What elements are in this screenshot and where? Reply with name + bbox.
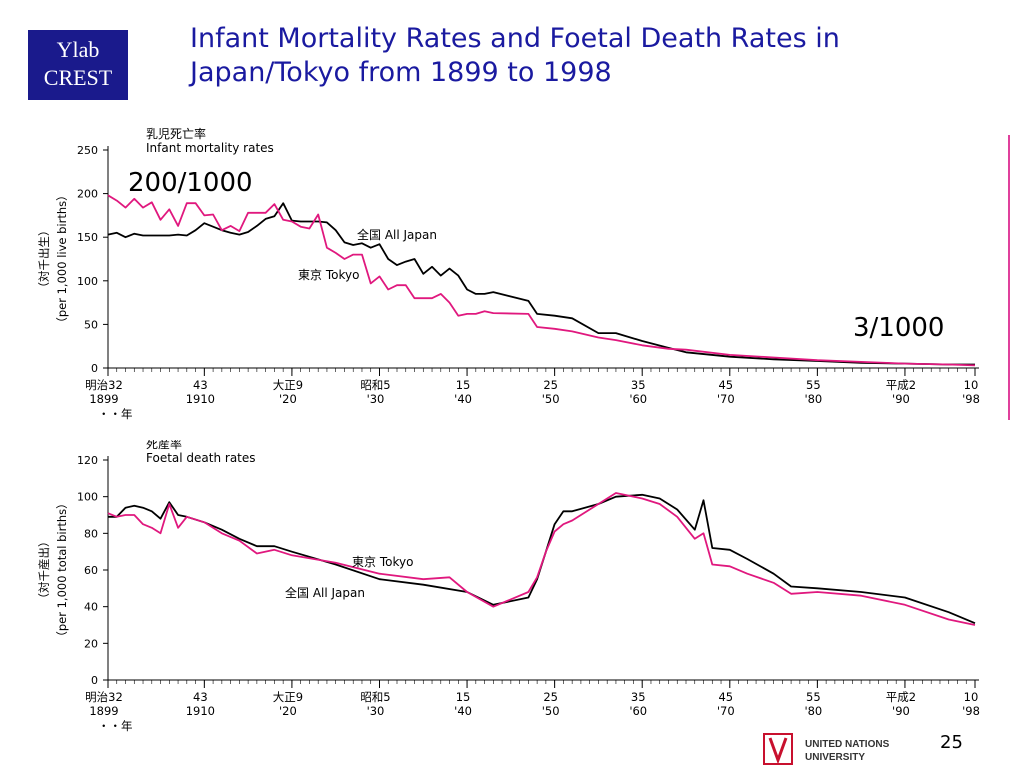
chart-2-y-tick-label: 20	[84, 637, 98, 650]
chart-1-series-label-all-japan: 全国 All Japan	[357, 227, 437, 242]
chart-2-x-tick-label-bottom: '70	[717, 704, 735, 718]
chart-2-x-tick-label-top: 15	[456, 690, 471, 704]
chart-2-y-tick-label: 0	[91, 674, 98, 687]
chart-1-x-tick-label-top: 55	[806, 378, 821, 392]
chart-1-year-marker: ・・年	[98, 407, 133, 421]
chart-1-x-tick-label-top: 43	[193, 378, 208, 392]
chart-1-x-tick-label-top: 10	[964, 378, 979, 392]
chart-2-series-line-tokyo	[107, 492, 976, 626]
chart-2-x-tick-label-top: 45	[718, 690, 733, 704]
chart-2-title: Foetal death rates	[146, 451, 256, 465]
slide-number: 25	[940, 732, 963, 753]
unu-emblem-icon	[763, 733, 793, 765]
chart-2-x-tick-label-top: 大正9	[273, 690, 303, 704]
chart-1-series-line-all-japan	[107, 202, 975, 366]
chart-1-x-tick-label-top: 35	[631, 378, 646, 392]
chart-1-x-tick-label-bottom: '20	[279, 392, 297, 406]
chart-1-title-jp: 乳児死亡率	[146, 126, 206, 141]
chart-2-title-jp: 死産率	[146, 440, 182, 451]
chart-1-x-tick-label-bottom: '60	[629, 392, 647, 406]
chart-2-x-tick-label-top: 明治32	[85, 690, 123, 704]
chart-2-x-tick-label-top: 昭和5	[360, 690, 390, 704]
unu-logo	[760, 728, 910, 768]
chart-1-x-tick-label-bottom: '30	[367, 392, 385, 406]
chart-1-x-tick-label-bottom: '40	[454, 392, 472, 406]
chart-1-x-tick-label-bottom: '70	[717, 392, 735, 406]
unu-name-line-1: UNITED NATIONS	[805, 739, 890, 750]
chart-1-x-tick-label-top: 平成2	[886, 378, 916, 392]
chart-2-x-tick-label-bottom: '40	[454, 704, 472, 718]
chart-2-series-label-tokyo: 東京 Tokyo	[352, 555, 413, 569]
chart-1-x-tick-label-bottom: '80	[804, 392, 822, 406]
unu-name: UNITED NATIONS UNIVERSITY	[805, 738, 889, 764]
chart-2-x-tick-label-bottom: '50	[542, 704, 560, 718]
chart-1-y-label: （per 1,000 live births）	[55, 189, 69, 328]
chart-2-x-tick-label-bottom: 1899	[89, 704, 118, 718]
chart-2-x-tick-label-top: 35	[631, 690, 646, 704]
chart-1-y-tick-label: 50	[84, 318, 98, 331]
chart-1-y-tick-label: 200	[77, 188, 98, 201]
chart-2-y-tick-label: 60	[84, 564, 98, 577]
chart-1-x-tick-label-bottom: '98	[962, 392, 980, 406]
chart-1-series-line-tokyo	[107, 194, 976, 367]
chart-2-y-tick-label: 100	[77, 491, 98, 504]
slide-title-line-2: Japan/Tokyo from 1899 to 1998	[190, 57, 612, 88]
chart-1-series-label-tokyo: 東京 Tokyo	[298, 268, 359, 282]
chart-1-x-tick-label-top: 明治32	[85, 378, 123, 392]
chart-2-y-tick-label: 80	[84, 527, 98, 540]
chart-2-x-tick-label-top: 55	[806, 690, 821, 704]
chart-2-y-tick-label: 120	[77, 454, 98, 467]
decorative-divider-line	[1008, 135, 1010, 420]
chart-1-x-tick-label-top: 昭和5	[360, 378, 390, 392]
slide-title: Infant Mortality Rates and Foetal Death …	[190, 22, 970, 90]
chart-1-title: Infant mortality rates	[146, 141, 274, 155]
annotation-200-per-1000: 200/1000	[128, 168, 253, 198]
slide-title-line-1: Infant Mortality Rates and Foetal Death …	[190, 23, 840, 54]
chart-2-year-marker: ・・年	[98, 719, 133, 733]
chart-1-y-label-jp: （対千出生）	[37, 225, 51, 294]
chart-2-x-tick-label-bottom: '80	[804, 704, 822, 718]
chart-1-x-tick-label-top: 45	[718, 378, 733, 392]
chart-2-x-tick-label-bottom: '30	[367, 704, 385, 718]
ylab-crest-logo: Ylab CREST	[28, 30, 128, 100]
unu-name-line-2: UNIVERSITY	[805, 752, 866, 763]
chart-2-x-tick-label-top: 25	[543, 690, 558, 704]
chart-2-x-tick-label-bottom: '20	[279, 704, 297, 718]
chart-2-x-tick-label-bottom: '60	[629, 704, 647, 718]
chart-1-y-tick-label: 250	[77, 144, 98, 157]
chart-2-series-line-all-japan	[108, 493, 976, 625]
chart-1-x-tick-label-bottom: '50	[542, 392, 560, 406]
chart-2-y-tick-label: 40	[84, 601, 98, 614]
chart-2-y-label: （per 1,000 total births）	[55, 497, 69, 642]
chart-1-y-tick-label: 0	[91, 362, 98, 375]
logo-line-2: CREST	[43, 65, 113, 90]
chart-2-x-tick-label-top: 10	[964, 690, 979, 704]
chart-2-x-tick-label-top: 43	[193, 690, 208, 704]
logo-line-1: Ylab	[56, 37, 100, 62]
chart-2-x-tick-label-bottom: '98	[962, 704, 980, 718]
chart-1-x-tick-label-bottom: 1910	[186, 392, 215, 406]
chart-2-x-tick-label-bottom: '90	[892, 704, 910, 718]
chart-2-y-label-jp: （対千産出）	[37, 536, 51, 605]
chart-1-x-tick-label-top: 25	[543, 378, 558, 392]
chart-1-x-tick-label-bottom: 1899	[89, 392, 118, 406]
chart-1-x-tick-label-top: 大正9	[273, 378, 303, 392]
chart-1-x-tick-label-top: 15	[456, 378, 471, 392]
annotation-3-per-1000: 3/1000	[853, 313, 945, 343]
chart-1-y-tick-label: 100	[77, 275, 98, 288]
chart-2-x-tick-label-top: 平成2	[886, 690, 916, 704]
chart-1-y-tick-label: 150	[77, 231, 98, 244]
chart-1-x-tick-label-bottom: '90	[892, 392, 910, 406]
chart-2-series-label-all-japan: 全国 All Japan	[285, 585, 365, 600]
chart-2-x-tick-label-bottom: 1910	[186, 704, 215, 718]
